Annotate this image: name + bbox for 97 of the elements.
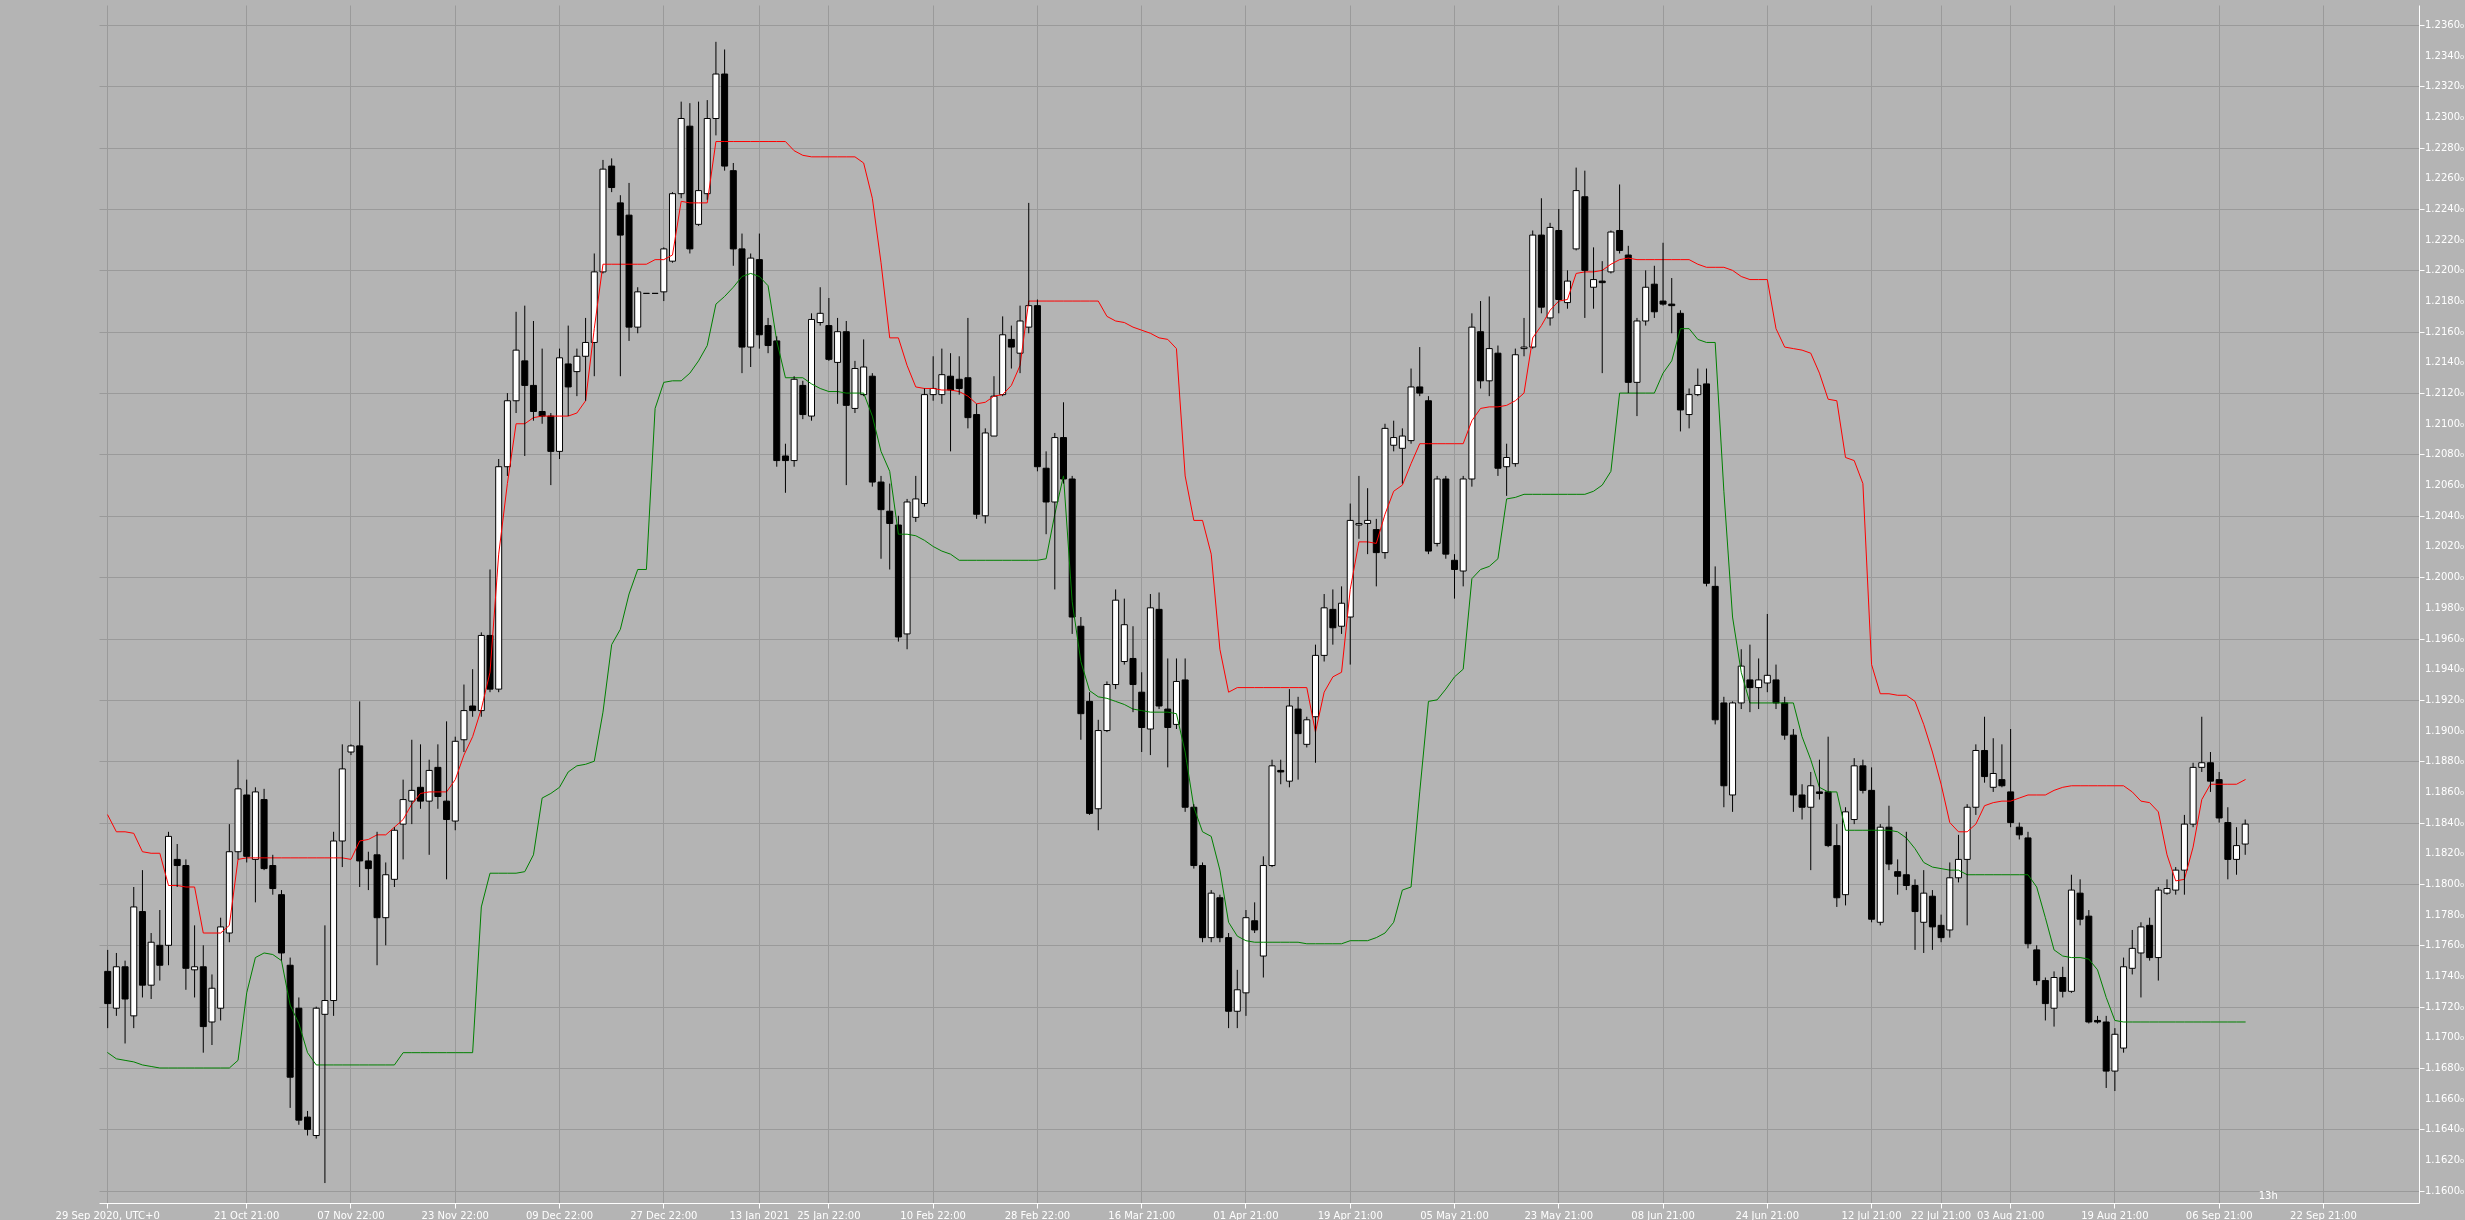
x-tick-label: 28 Feb 22:00 [1004, 1209, 1071, 1220]
x-tick-label: 13 Jan 2021 [729, 1209, 790, 1220]
candlestick [1068, 475, 1076, 635]
x-tick-label: 01 Apr 21:00 [1213, 1209, 1279, 1220]
y-tick-label: 1.1960₀ [2425, 632, 2464, 644]
y-tick-label: 1.1660₀ [2425, 1092, 2464, 1104]
x-tick-label: 24 Jun 21:00 [1735, 1209, 1800, 1220]
y-tick-label: 1.1860₀ [2425, 785, 2464, 797]
candlestick [2206, 751, 2214, 793]
x-tick-label: 27 Dec 22:00 [630, 1209, 698, 1220]
candlestick [1781, 696, 1789, 741]
y-tick-label: 1.2060₀ [2425, 479, 2464, 491]
y-tick-label: 1.1840₀ [2425, 816, 2464, 828]
candlestick [947, 352, 955, 452]
candlestick [808, 312, 816, 422]
y-tick-label: 1.1640₀ [2425, 1123, 2464, 1135]
annotation: 13h [2258, 1190, 2278, 1201]
candlestick [668, 191, 676, 264]
candlestick [1590, 246, 1598, 310]
y-tick-label: 1.2020₀ [2425, 540, 2464, 552]
y-tick-label: 1.2300₀ [2425, 110, 2464, 122]
y-tick-label: 1.1680₀ [2425, 1062, 2464, 1074]
candlestick [1311, 644, 1319, 764]
candlestick [2215, 771, 2223, 824]
y-tick-label: 1.2140₀ [2425, 356, 2464, 368]
candlestick [1138, 671, 1146, 753]
x-tick-label: 03 Aug 21:00 [1976, 1209, 2045, 1220]
candlestick [2024, 831, 2032, 949]
y-tick-label: 1.2260₀ [2425, 172, 2464, 184]
y-tick-label: 1.1620₀ [2425, 1154, 2464, 1166]
candlestick [547, 412, 555, 486]
y-tick-label: 1.1940₀ [2425, 663, 2464, 675]
x-tick-label: 09 Dec 22:00 [525, 1209, 594, 1220]
y-tick-label: 1.2160₀ [2425, 325, 2464, 337]
y-tick-label: 1.1880₀ [2425, 755, 2464, 767]
y-tick-label: 1.1780₀ [2425, 908, 2464, 920]
y-tick-label: 1.2320₀ [2425, 80, 2464, 92]
candlestick [104, 949, 112, 1029]
line-series [107, 272, 2246, 1069]
y-tick-label: 1.1800₀ [2425, 877, 2464, 889]
y-tick-label: 1.1740₀ [2425, 969, 2464, 981]
x-tick-label: 12 Jul 21:00 [1841, 1209, 1902, 1220]
y-tick-label: 1.1920₀ [2425, 693, 2464, 705]
y-tick-label: 1.2220₀ [2425, 233, 2464, 245]
candlestick [1894, 858, 1902, 896]
candlestick [1059, 401, 1067, 485]
candlestick [660, 246, 668, 302]
x-tick-label: 08 Jun 21:00 [1631, 1209, 1695, 1220]
y-tick-label: 1.2120₀ [2425, 387, 2464, 399]
y-tick-label: 1.2240₀ [2425, 203, 2464, 215]
candlestick [1598, 260, 1606, 374]
x-tick-label: 05 May 21:00 [1420, 1209, 1489, 1220]
candlestick [338, 743, 346, 868]
candlestick [2233, 826, 2241, 876]
candlestick [1511, 348, 1519, 468]
y-tick-label: 1.2360₀ [2425, 18, 2464, 30]
x-tick-label: 22 Sep 21:00 [2290, 1209, 2357, 1220]
y-tick-label: 1.2080₀ [2425, 448, 2464, 460]
x-tick-label: 16 Mar 21:00 [1108, 1209, 1176, 1220]
candlestick [920, 387, 928, 508]
y-tick-label: 1.1900₀ [2425, 724, 2464, 736]
candlestick [277, 889, 285, 962]
x-tick-label: 29 Sep 2020, UTC+0 [55, 1209, 160, 1220]
candlestick [1702, 368, 1710, 587]
y-tick-label: 1.2040₀ [2425, 509, 2464, 521]
line-series [107, 141, 2246, 934]
x-tick-label: 06 Sep 21:00 [2185, 1209, 2253, 1220]
y-tick-label: 1.1980₀ [2425, 601, 2464, 613]
candlestick [1164, 657, 1172, 768]
candlestick [1842, 806, 1850, 906]
x-tick-label: 07 Nov 22:00 [317, 1209, 385, 1220]
candlestick [816, 286, 824, 327]
candlestick [2224, 806, 2232, 880]
candlestick [390, 826, 398, 888]
y-tick-label: 1.1760₀ [2425, 939, 2464, 951]
candlestick [556, 348, 564, 460]
x-tick-label: 19 Aug 21:00 [2081, 1209, 2149, 1220]
candlestick [443, 720, 451, 880]
y-tick-label: 1.1720₀ [2425, 1000, 2464, 1012]
candlestick [886, 483, 894, 570]
x-tick-label: 21 Oct 21:00 [214, 1209, 280, 1220]
x-tick-label: 23 May 21:00 [1524, 1209, 1594, 1220]
y-tick-label: 1.2100₀ [2425, 417, 2464, 429]
x-tick-label: 23 Nov 22:00 [421, 1209, 489, 1220]
x-tick-label: 10 Feb 22:00 [900, 1209, 966, 1220]
y-tick-label: 1.2180₀ [2425, 295, 2464, 307]
y-tick-label: 1.1700₀ [2425, 1031, 2464, 1043]
y-tick-label: 1.2340₀ [2425, 49, 2464, 61]
y-tick-label: 1.1820₀ [2425, 847, 2464, 859]
candlestick [1451, 553, 1459, 600]
x-tick-label: 22 Jul 21:00 [1911, 1209, 1972, 1220]
y-tick-label: 1.1600₀ [2425, 1184, 2464, 1196]
x-tick-label: 25 Jan 22:00 [797, 1209, 861, 1220]
y-tick-label: 1.2000₀ [2425, 571, 2464, 583]
y-tick-label: 1.2280₀ [2425, 141, 2464, 153]
y-tick-label: 1.2200₀ [2425, 264, 2464, 276]
x-tick-label: 19 Apr 21:00 [1317, 1209, 1383, 1220]
